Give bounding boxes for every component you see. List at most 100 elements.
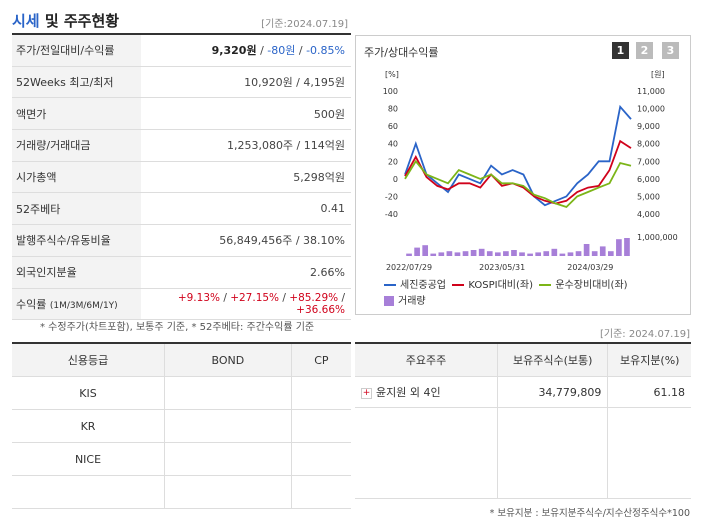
- y-left-tick-label: 40: [388, 140, 398, 149]
- legend-item: 운수장비대비(좌): [539, 280, 628, 291]
- reference-date: [기준:2024.07.19]: [261, 19, 348, 30]
- series-line: [404, 159, 632, 209]
- table-row: KR: [12, 409, 351, 443]
- table-row: 52Weeks 최고/최저 10,920원 / 4,195원: [12, 66, 351, 99]
- volume-bar: [559, 253, 566, 256]
- volume-bar: [470, 250, 477, 256]
- volume-bar: [414, 247, 420, 256]
- holder-name: 윤지원 외 4인: [376, 386, 441, 399]
- volume-bar: [535, 252, 542, 256]
- row-value: 10,920원 / 4,195원: [141, 66, 351, 99]
- table-row: 거래량/거래대금 1,253,080주 / 114억원: [12, 129, 351, 162]
- volume-bar: [494, 252, 501, 256]
- table-row: [12, 475, 351, 509]
- y-right-tick-label: 10,000: [637, 105, 665, 114]
- y-left-tick-label: 20: [388, 157, 398, 166]
- y-left-unit: [%]: [385, 70, 399, 79]
- row-value: 0.41: [141, 192, 351, 226]
- row-label: 발행주식수/유동비율: [12, 224, 141, 257]
- holder-shares: 34,779,809: [496, 376, 609, 408]
- chart-page-2-button[interactable]: 2: [636, 42, 653, 59]
- table-row: 발행주식수/유동비율 56,849,456주 / 38.10%: [12, 224, 351, 257]
- row-label: 주가/전일대비/수익률: [12, 35, 141, 67]
- legend-swatch: [539, 284, 552, 286]
- volume-bar: [462, 251, 469, 256]
- y-right-tick-label: 6,000: [637, 175, 660, 184]
- row-value: 56,849,456주 / 38.10%: [141, 224, 351, 257]
- row-label: 52Weeks 최고/최저: [12, 66, 141, 99]
- price-chart: [%] [원] 100 80 60 40 20 0 -20 -40 11,000 10,000 9,00…: [383, 70, 678, 272]
- volume-bar: [454, 252, 461, 256]
- volume-bar: [551, 248, 558, 256]
- expand-icon[interactable]: +: [361, 387, 372, 399]
- volume-bar: [430, 253, 437, 256]
- chart-page-3-button[interactable]: 3: [662, 42, 679, 59]
- legend-item: 거래량: [384, 292, 426, 307]
- divider: [12, 33, 351, 35]
- volume-bar: [438, 252, 445, 256]
- table-row: 주가/전일대비/수익률 9,320원 / -80원 / -0.85%: [12, 35, 351, 67]
- volume-bar: [478, 248, 485, 256]
- volume-bar: [519, 252, 525, 256]
- major-shareholders-table: 주요주주 보유주식수(보통) 보유지분(%) + 윤지원 외 4인 34,779,80…: [355, 342, 691, 499]
- holder-pct: 61.18: [607, 376, 691, 408]
- price-change: -80원: [267, 44, 296, 58]
- y-left-tick-label: -40: [385, 210, 398, 219]
- volume-bar: [591, 251, 598, 256]
- series-line: [404, 104, 632, 207]
- y-left-tick-label: -20: [385, 192, 398, 201]
- table-row: 52주베타 0.41: [12, 192, 351, 226]
- table-row: + 윤지원 외 4인 34,779,809 61.18: [355, 376, 691, 408]
- y-right-tick-label: 11,000: [637, 87, 665, 96]
- table-header: 주요주주 보유주식수(보통) 보유지분(%): [355, 342, 691, 377]
- volume-bar: [527, 253, 533, 256]
- change-rate: -0.85%: [306, 44, 345, 58]
- y-right-tick-label: 8,000: [637, 140, 660, 149]
- return-6m: +85.29%: [289, 291, 339, 304]
- y-right-tick-label: 9,000: [637, 122, 660, 131]
- x-tick-label: 2024/03/29: [567, 263, 613, 272]
- y-left-tick-label: 100: [383, 87, 398, 96]
- y-right-unit: [원]: [651, 70, 665, 79]
- legend-swatch: [384, 284, 396, 286]
- returns-label: 수익률: [16, 297, 47, 311]
- row-label: 거래량/거래대금: [12, 129, 141, 162]
- returns-sublabel: (1M/3M/6M/1Y): [49, 300, 118, 311]
- row-label: 시가총액: [12, 161, 141, 194]
- return-1m: +9.13%: [177, 291, 220, 304]
- volume-bar: [567, 252, 574, 256]
- legend-item: KOSPI대비(좌): [452, 280, 533, 291]
- chart-page-1-button[interactable]: 1: [612, 42, 629, 59]
- legend-swatch: [384, 296, 394, 306]
- volume-bar: [583, 244, 590, 256]
- y-right-tick-label: 5,000: [637, 192, 660, 201]
- volume-bar: [446, 251, 453, 256]
- y-right-tick-label: 4,000: [637, 210, 660, 219]
- y-left-tick-label: 60: [388, 122, 398, 131]
- return-3m: +27.15%: [230, 291, 280, 304]
- volume-bar: [599, 246, 606, 256]
- table-header: 신용등급 BOND CP: [12, 342, 351, 377]
- current-price: 9,320원: [211, 44, 257, 58]
- row-label: 52주베타: [12, 192, 141, 226]
- x-tick-label: 2022/07/29: [386, 263, 432, 272]
- y-left-tick-label: 80: [388, 105, 398, 114]
- chart-title: 주가/상대수익률: [364, 46, 439, 59]
- y-right-tick-label: 7,000: [637, 157, 660, 166]
- volume-bar: [422, 245, 429, 256]
- credit-rating-table: 신용등급 BOND CP KIS KR NICE: [12, 342, 351, 509]
- legend-item: 세진중공업: [384, 280, 446, 291]
- info-footnote: * 수정주가(차트포함), 보통주 기준, * 52주베타: 주간수익률 기준: [40, 322, 315, 333]
- row-value: 2.66%: [141, 256, 351, 289]
- table-row: 액면가 500원: [12, 97, 351, 131]
- table-row: 외국인지분율 2.66%: [12, 256, 351, 289]
- y-left-tick-label: 0: [393, 175, 398, 184]
- volume-bar: [486, 251, 493, 256]
- page-title: 시세 및 주주현황: [12, 12, 120, 30]
- chart-panel: [355, 35, 691, 315]
- volume-tick-label: 1,000,000: [637, 233, 678, 242]
- volume-bar: [575, 251, 582, 256]
- volume-bar: [607, 251, 614, 256]
- table-row: 수익률 (1M/3M/6M/1Y) +9.13% / +27.15% / +85…: [12, 288, 351, 321]
- holders-footnote: * 보유지분 : 보유지분주식수/지수산정주식수*100: [489, 508, 690, 519]
